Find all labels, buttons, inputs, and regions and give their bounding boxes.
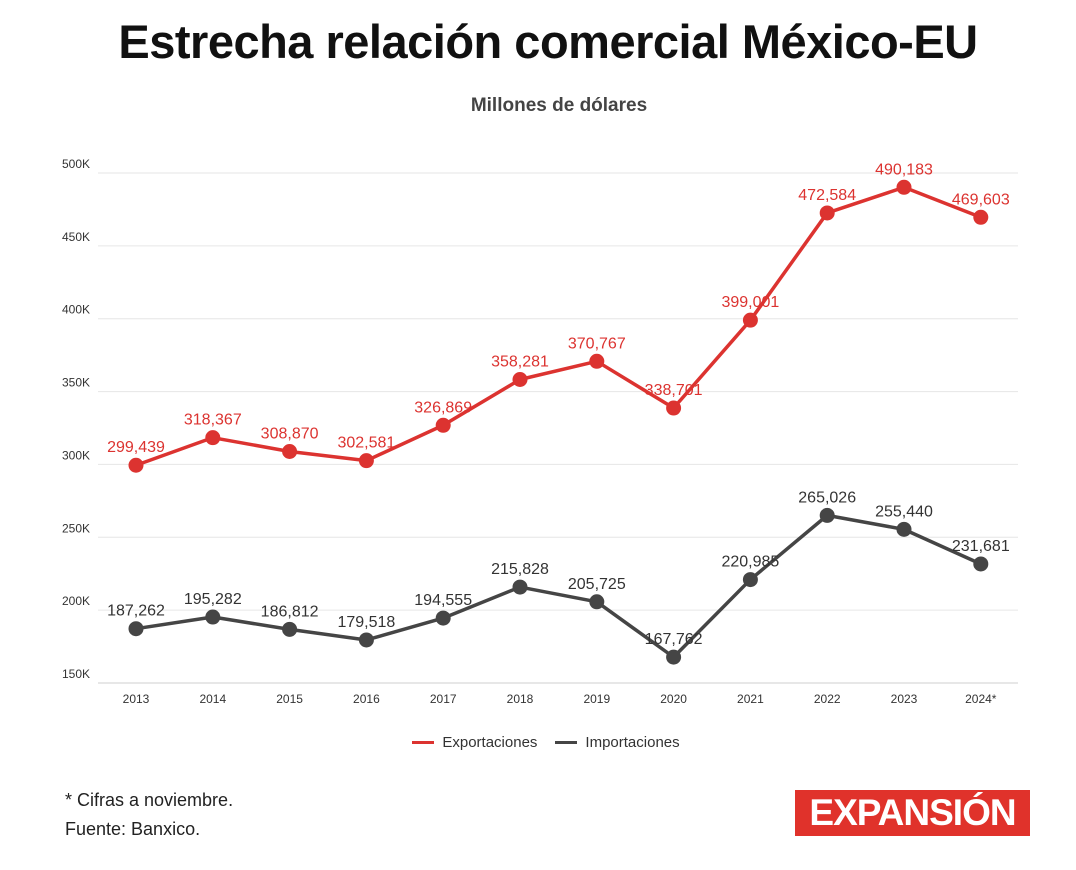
data-label: 194,555 xyxy=(414,592,472,609)
footnote-figures: * Cifras a noviembre. xyxy=(65,790,234,810)
footnote-source: Fuente: Banxico. xyxy=(65,819,201,839)
y-tick-label: 250K xyxy=(62,521,90,535)
y-tick-label: 500K xyxy=(62,157,90,171)
data-point xyxy=(973,556,989,572)
data-label: 231,681 xyxy=(952,538,1010,555)
data-label: 318,367 xyxy=(184,412,242,429)
series-layer: 299,439 318,367 308,870 302,581 326,869 358,2… xyxy=(107,161,1010,665)
data-label: 195,282 xyxy=(184,591,242,608)
x-tick-label: 2017 xyxy=(430,692,457,706)
x-tick-label: 2015 xyxy=(276,692,303,706)
data-label: 186,812 xyxy=(261,603,319,620)
data-label: 299,439 xyxy=(107,439,165,456)
expansion-logo: EXPANSIÓN xyxy=(795,790,1030,836)
data-label: 255,440 xyxy=(875,503,933,520)
data-point xyxy=(205,430,221,446)
x-tick-label: 2013 xyxy=(123,692,150,706)
data-label: 358,281 xyxy=(491,354,549,371)
data-point xyxy=(435,610,451,626)
data-point xyxy=(282,621,298,637)
data-point xyxy=(666,649,682,665)
data-label: 220,985 xyxy=(721,554,779,571)
data-point xyxy=(282,444,298,460)
x-tick-label: 2018 xyxy=(507,692,534,706)
y-tick-label: 400K xyxy=(62,303,90,317)
data-point xyxy=(819,205,835,221)
x-tick-label: 2023 xyxy=(891,692,918,706)
x-tick-label: 2020 xyxy=(660,692,687,706)
y-tick-label: 150K xyxy=(62,667,90,681)
data-point xyxy=(358,632,374,648)
data-label: 308,870 xyxy=(261,426,319,443)
data-label: 338,701 xyxy=(645,382,703,399)
data-point xyxy=(435,417,451,433)
data-point xyxy=(742,312,758,328)
data-point xyxy=(358,453,374,469)
series-line xyxy=(135,185,982,467)
grid-layer xyxy=(98,172,1018,684)
data-label: 490,183 xyxy=(875,161,933,178)
series-exportaciones: 299,439 318,367 308,870 302,581 326,869 358,2… xyxy=(107,161,1010,473)
legend-item-exportaciones[interactable]: Exportaciones xyxy=(412,734,537,751)
data-label: 215,828 xyxy=(491,561,549,578)
data-point xyxy=(128,621,144,637)
x-tick-label: 2016 xyxy=(353,692,380,706)
x-tick-label: 2024* xyxy=(965,692,997,706)
data-label: 205,725 xyxy=(568,576,626,593)
y-tick-label: 300K xyxy=(62,448,90,462)
data-point xyxy=(205,609,221,625)
x-tick-label: 2022 xyxy=(814,692,841,706)
data-label: 399,001 xyxy=(721,294,779,311)
y-axis: 150K 200K 250K 300K 350K 400K 450K 500K xyxy=(62,157,90,681)
data-point xyxy=(512,579,528,595)
data-label: 187,262 xyxy=(107,603,165,620)
data-point xyxy=(819,507,835,523)
series-line xyxy=(135,513,982,659)
data-point xyxy=(896,179,912,195)
data-label: 265,026 xyxy=(798,489,856,506)
data-point xyxy=(742,572,758,588)
data-label: 302,581 xyxy=(337,435,395,452)
legend: Exportaciones Importaciones xyxy=(0,734,1076,751)
data-point xyxy=(666,400,682,416)
footnotes: * Cifras a noviembre. Fuente: Banxico. xyxy=(65,786,233,844)
data-label: 469,603 xyxy=(952,191,1010,208)
x-tick-label: 2021 xyxy=(737,692,764,706)
data-point xyxy=(589,594,605,610)
y-tick-label: 200K xyxy=(62,594,90,608)
y-tick-label: 450K xyxy=(62,230,90,244)
y-tick-label: 350K xyxy=(62,376,90,390)
legend-swatch-importaciones xyxy=(555,741,578,744)
data-point xyxy=(896,521,912,537)
x-tick-label: 2014 xyxy=(199,692,226,706)
series-importaciones: 187,262 195,282 186,812 179,518 194,555 215,8… xyxy=(107,489,1010,665)
data-point xyxy=(128,457,144,473)
chart-subtitle: Millones de dólares xyxy=(470,95,648,116)
data-label: 326,869 xyxy=(414,399,472,416)
legend-swatch-exportaciones xyxy=(412,741,435,744)
data-point xyxy=(589,353,605,369)
x-tick-label: 2019 xyxy=(583,692,610,706)
data-label: 179,518 xyxy=(337,614,395,631)
chart-title: Estrecha relación comercial México-EU xyxy=(118,15,978,68)
legend-item-importaciones[interactable]: Importaciones xyxy=(555,734,680,751)
x-axis: 2013 2014 2015 2016 2017 2018 2019 2020 2021 2022… xyxy=(123,692,997,706)
data-point xyxy=(512,372,528,388)
data-point xyxy=(973,209,989,225)
data-label: 370,767 xyxy=(568,335,626,352)
data-label: 167,762 xyxy=(645,631,703,648)
data-label: 472,584 xyxy=(798,187,856,204)
legend-label-importaciones: Importaciones xyxy=(585,734,680,751)
legend-label-exportaciones: Exportaciones xyxy=(442,734,538,751)
